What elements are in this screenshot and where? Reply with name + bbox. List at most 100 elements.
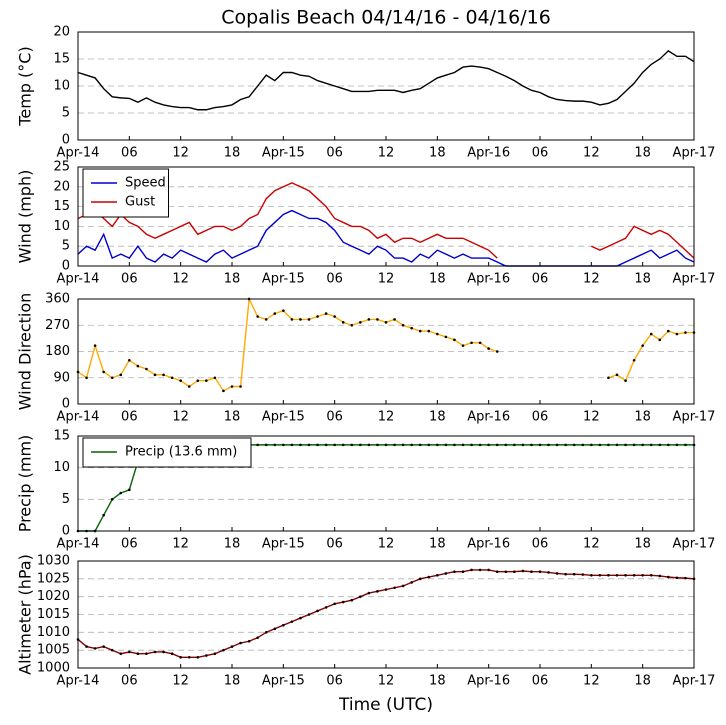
data-point bbox=[624, 573, 627, 577]
data-point bbox=[179, 379, 182, 382]
data-point bbox=[205, 654, 208, 657]
data-point bbox=[513, 443, 516, 447]
data-point bbox=[128, 650, 131, 654]
data-point bbox=[658, 338, 662, 342]
series-line bbox=[77, 182, 695, 259]
data-point bbox=[590, 443, 593, 447]
x-tick-label: 06 bbox=[326, 272, 343, 287]
y-tick-label: 1010 bbox=[37, 625, 70, 640]
data-point bbox=[264, 443, 268, 447]
x-tick-label: 06 bbox=[532, 410, 549, 425]
data-point bbox=[179, 656, 182, 659]
plot-frame bbox=[77, 435, 695, 532]
data-point bbox=[632, 358, 636, 362]
data-point bbox=[273, 443, 277, 447]
data-point bbox=[119, 652, 123, 656]
data-point bbox=[615, 373, 619, 377]
x-tick-label: Apr-15 bbox=[262, 674, 305, 689]
data-point bbox=[145, 652, 148, 656]
data-point bbox=[555, 572, 559, 575]
data-point bbox=[684, 331, 687, 334]
y-tick-label: 5 bbox=[62, 492, 70, 507]
data-point bbox=[632, 443, 636, 447]
data-point bbox=[513, 570, 516, 573]
data-point bbox=[307, 318, 311, 321]
series-line bbox=[77, 296, 694, 392]
series-line bbox=[77, 209, 695, 267]
data-point bbox=[187, 656, 191, 659]
data-point bbox=[649, 332, 653, 336]
data-point bbox=[564, 572, 567, 576]
series-line bbox=[77, 569, 695, 658]
data-point bbox=[632, 573, 636, 577]
data-point bbox=[453, 338, 456, 342]
data-point bbox=[213, 652, 217, 656]
data-point bbox=[547, 571, 550, 574]
x-tick-label: Apr-17 bbox=[673, 410, 716, 425]
x-tick-label: 06 bbox=[532, 272, 549, 287]
data-point bbox=[170, 376, 174, 380]
data-point bbox=[110, 376, 114, 380]
data-point bbox=[461, 570, 465, 573]
y-axis-label: Temp (°C) bbox=[16, 46, 35, 126]
x-tick-label: 12 bbox=[172, 537, 189, 552]
y-tick-label: 20 bbox=[53, 179, 70, 194]
data-point bbox=[316, 443, 319, 447]
chart-title: Copalis Beach 04/14/16 - 04/16/16 bbox=[221, 7, 551, 29]
data-point bbox=[495, 570, 499, 573]
data-point bbox=[684, 443, 687, 447]
data-point bbox=[590, 573, 593, 577]
data-point bbox=[538, 443, 542, 447]
x-tick-label: 06 bbox=[326, 537, 343, 552]
data-point bbox=[102, 645, 105, 648]
data-point bbox=[282, 623, 285, 627]
data-point bbox=[110, 498, 114, 501]
data-point bbox=[470, 341, 473, 345]
data-point bbox=[367, 443, 371, 447]
data-point bbox=[393, 586, 396, 590]
data-point bbox=[196, 656, 200, 659]
x-tick-label: Apr-16 bbox=[467, 674, 510, 689]
x-tick-label: Apr-17 bbox=[673, 537, 716, 552]
data-point bbox=[247, 639, 251, 643]
y-tick-label: 360 bbox=[45, 292, 70, 307]
data-point bbox=[478, 341, 482, 345]
data-point bbox=[359, 321, 362, 324]
data-point bbox=[110, 648, 114, 652]
y-tick-label: 20 bbox=[53, 25, 70, 40]
data-point bbox=[376, 318, 379, 321]
data-point bbox=[359, 595, 362, 598]
x-tick-label: 18 bbox=[224, 537, 241, 552]
x-tick-label: Apr-17 bbox=[673, 272, 716, 287]
x-tick-label: 06 bbox=[121, 410, 138, 425]
data-point bbox=[418, 443, 422, 447]
data-point bbox=[555, 443, 559, 447]
data-point bbox=[624, 379, 627, 382]
x-tick-label: 18 bbox=[429, 272, 446, 287]
data-point bbox=[256, 443, 259, 447]
data-point bbox=[598, 573, 602, 577]
data-point bbox=[264, 318, 268, 321]
x-tick-label: Apr-16 bbox=[467, 410, 510, 425]
data-point bbox=[273, 312, 277, 315]
x-tick-label: 06 bbox=[326, 410, 343, 425]
data-point bbox=[333, 443, 336, 447]
data-point bbox=[367, 591, 371, 595]
data-point bbox=[427, 575, 431, 579]
x-tick-label: 18 bbox=[224, 146, 241, 161]
y-axis-label: Wind Direction bbox=[16, 293, 35, 411]
data-point bbox=[624, 443, 627, 447]
y-tick-label: 0 bbox=[62, 397, 70, 412]
y-tick-label: 0 bbox=[62, 259, 70, 274]
data-point bbox=[367, 318, 371, 321]
data-point bbox=[85, 645, 88, 648]
data-point bbox=[384, 443, 388, 447]
data-point bbox=[436, 573, 439, 577]
data-point bbox=[307, 443, 311, 447]
x-tick-label: 12 bbox=[583, 410, 600, 425]
y-axis-label: Altimeter (hPa) bbox=[16, 554, 35, 675]
data-point bbox=[213, 376, 217, 380]
data-point bbox=[453, 570, 456, 573]
data-point bbox=[487, 568, 490, 572]
y-tick-label: 15 bbox=[53, 429, 70, 444]
